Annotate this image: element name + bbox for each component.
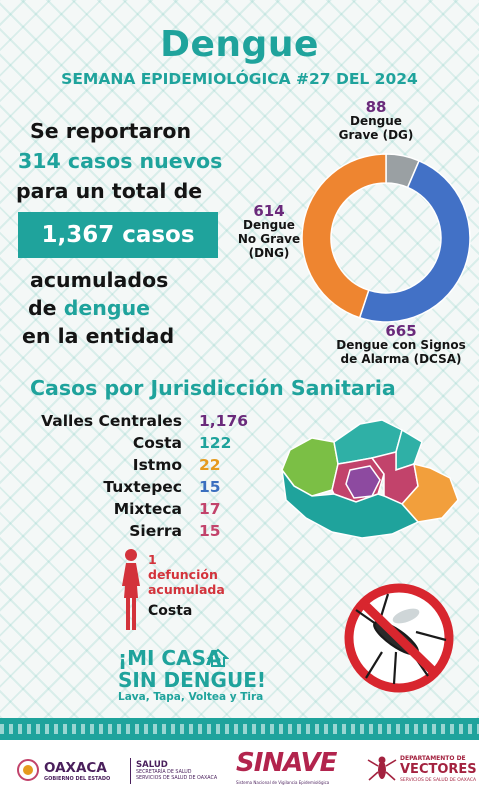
oaxaca-logo-text: OAXACA — [44, 760, 107, 776]
band-pattern — [0, 724, 479, 734]
summary-line-5: de dengue — [28, 296, 151, 320]
jurisdiction-name: Valles Centrales — [41, 412, 182, 430]
vectores-line-1: DEPARTAMENTO DE — [400, 755, 466, 762]
woman-figure-icon — [122, 549, 140, 630]
jurisdiction-value: 15 — [199, 522, 221, 540]
mosquito-logo-icon — [367, 756, 397, 781]
jurisdiction-name: Tuxtepec — [103, 478, 182, 496]
pie-value-dng: 614 — [253, 202, 285, 220]
salud-subtext-1: SECRETARÍA DE SALUD — [136, 770, 192, 775]
pie-value-dcsa: 665 — [385, 322, 417, 340]
oaxaca-map — [280, 419, 459, 539]
jurisdiction-value: 17 — [199, 500, 221, 518]
jurisdiction-value: 1,176 — [199, 412, 249, 430]
campaign-slogan: ¡MI CASA SIN DENGUE! — [118, 646, 266, 692]
pie-label-dcsa: 665 Dengue con Signos de Alarma (DCSA) — [328, 322, 474, 367]
jurisdiction-value: 15 — [199, 478, 221, 496]
vectores-line-2: VECTORES — [400, 762, 477, 777]
jurisdiction-value: 22 — [199, 456, 221, 474]
page-title: Dengue — [160, 24, 319, 65]
vectores-line-3: SERVICIOS DE SALUD DE OAXACA — [400, 778, 477, 783]
jurisdiction-name: Mixteca — [113, 500, 182, 518]
oaxaca-emblem-icon — [17, 759, 39, 781]
jurisdiction-name: Istmo — [132, 456, 182, 474]
donut-slice — [301, 153, 387, 319]
sinave-logo-text: SINAVE — [236, 748, 337, 778]
death-count-label: 1 defunción acumulada — [148, 552, 225, 597]
jurisdictions-title: Casos por Jurisdicción Sanitaria — [30, 376, 396, 400]
summary-new-cases: 314 casos nuevos — [18, 149, 223, 173]
oaxaca-logo-subtext: GOBIERNO DEL ESTADO — [44, 776, 111, 782]
pie-value-dg: 88 — [365, 98, 387, 116]
page-subtitle: SEMANA EPIDEMIOLÓGICA #27 DEL 2024 — [61, 70, 418, 88]
summary-line-6: en la entidad — [22, 324, 175, 348]
background-pattern — [0, 0, 479, 718]
pie-label-dng: 614 Dengue No Grave (DNG) — [232, 202, 306, 261]
campaign-tagline: Lava, Tapa, Voltea y Tira — [118, 691, 264, 703]
donut-slice — [358, 159, 471, 323]
summary-line-1: Se reportaron — [30, 119, 192, 143]
donut-chart — [301, 153, 471, 323]
salud-logo-text: SALUD — [136, 760, 168, 770]
total-cases-badge: 1,367 casos — [18, 212, 218, 258]
jurisdiction-value: 122 — [199, 434, 232, 452]
pie-label-dg: 88 Dengue Grave (DG) — [328, 98, 424, 143]
summary-line-4: acumulados — [30, 268, 169, 292]
salud-subtext-2: SERVICIOS DE SALUD DE OAXACA — [136, 776, 218, 781]
footer — [0, 740, 479, 800]
footer-divider — [130, 758, 131, 784]
jurisdiction-name: Costa — [132, 434, 182, 452]
house-icon — [207, 648, 229, 667]
death-count: 1 — [148, 552, 157, 567]
summary-line-3: para un total de — [16, 179, 203, 203]
no-mosquito-icon — [344, 583, 454, 693]
sinave-subtext: Sistema Nacional de Vigilancia Epidemiol… — [236, 780, 330, 785]
jurisdiction-name: Sierra — [129, 522, 182, 540]
death-place: Costa — [148, 603, 193, 619]
